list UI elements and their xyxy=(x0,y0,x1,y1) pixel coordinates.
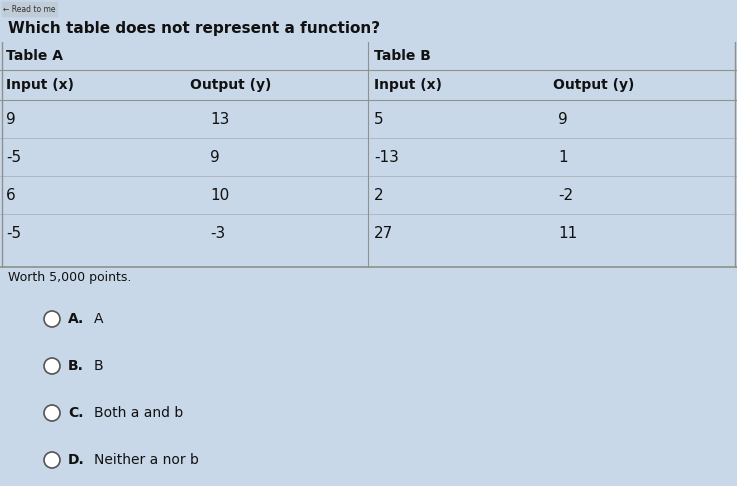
Text: A: A xyxy=(94,312,103,326)
Text: D.: D. xyxy=(68,453,85,467)
Text: 13: 13 xyxy=(210,111,229,126)
Text: Input (x): Input (x) xyxy=(374,78,442,92)
Text: 2: 2 xyxy=(374,188,384,203)
Text: -5: -5 xyxy=(6,226,21,241)
Text: 10: 10 xyxy=(210,188,229,203)
Bar xyxy=(2,2,57,16)
Text: -13: -13 xyxy=(374,150,399,164)
Text: Worth 5,000 points.: Worth 5,000 points. xyxy=(8,271,131,283)
Text: Both a and b: Both a and b xyxy=(94,406,184,420)
Text: 5: 5 xyxy=(374,111,384,126)
Text: B.: B. xyxy=(68,359,84,373)
Text: 11: 11 xyxy=(558,226,577,241)
Text: -3: -3 xyxy=(210,226,226,241)
Text: 9: 9 xyxy=(210,150,220,164)
Text: 9: 9 xyxy=(6,111,15,126)
Text: Input (x): Input (x) xyxy=(6,78,74,92)
Text: 27: 27 xyxy=(374,226,394,241)
Text: 9: 9 xyxy=(558,111,567,126)
Text: 6: 6 xyxy=(6,188,15,203)
Text: 1: 1 xyxy=(558,150,567,164)
Text: Output (y): Output (y) xyxy=(190,78,271,92)
Text: Which table does not represent a function?: Which table does not represent a functio… xyxy=(8,21,380,36)
Text: Table A: Table A xyxy=(6,49,63,63)
Text: Output (y): Output (y) xyxy=(553,78,635,92)
Text: -2: -2 xyxy=(558,188,573,203)
Text: ← Read to me: ← Read to me xyxy=(3,4,55,14)
Circle shape xyxy=(44,452,60,468)
Text: -5: -5 xyxy=(6,150,21,164)
Circle shape xyxy=(44,405,60,421)
Circle shape xyxy=(44,311,60,327)
Text: B: B xyxy=(94,359,104,373)
Text: A.: A. xyxy=(68,312,84,326)
Text: C.: C. xyxy=(68,406,83,420)
Text: Neither a nor b: Neither a nor b xyxy=(94,453,199,467)
Circle shape xyxy=(44,358,60,374)
Text: Table B: Table B xyxy=(374,49,431,63)
